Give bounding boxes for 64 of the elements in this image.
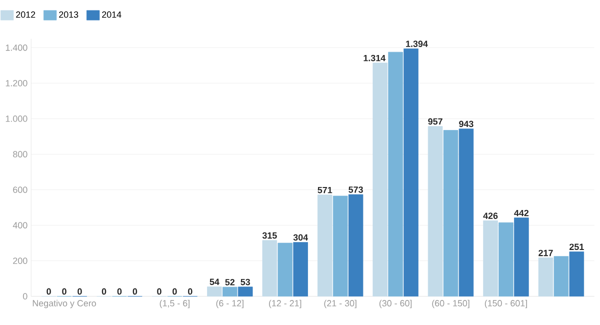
bar bbox=[262, 240, 278, 297]
x-tick-label: (150 - 601] bbox=[484, 300, 527, 308]
y-tick-label: 0 bbox=[22, 293, 28, 300]
y-tick-label: 400 bbox=[12, 222, 28, 229]
bar bbox=[388, 52, 403, 297]
y-tick-label: 600 bbox=[13, 186, 28, 194]
bar bbox=[538, 258, 554, 297]
legend-label: 2013 bbox=[59, 12, 78, 18]
x-tick-label: (6 - 12] bbox=[216, 300, 244, 308]
data-label: 1.394 bbox=[406, 40, 428, 48]
data-label: 957 bbox=[428, 118, 442, 125]
bar bbox=[278, 243, 293, 297]
data-label: 442 bbox=[514, 210, 529, 216]
data-label: 0 bbox=[157, 288, 162, 295]
data-label: 217 bbox=[538, 250, 553, 256]
bar bbox=[458, 128, 474, 297]
y-tick-label: 1.000 bbox=[6, 116, 28, 122]
data-label: 304 bbox=[293, 234, 308, 241]
x-tick-label: (21 - 30] bbox=[324, 300, 356, 308]
y-tick-label: 200 bbox=[13, 258, 28, 264]
data-label: 0 bbox=[78, 288, 82, 295]
data-label: 0 bbox=[172, 288, 177, 295]
bar bbox=[569, 252, 584, 297]
x-tick-label: (60 - 150] bbox=[432, 300, 470, 308]
bar bbox=[348, 194, 364, 297]
bar bbox=[332, 196, 348, 297]
data-label: 943 bbox=[459, 120, 474, 128]
bar bbox=[293, 242, 308, 297]
data-label: 53 bbox=[240, 279, 250, 286]
bar bbox=[372, 62, 388, 297]
bar bbox=[483, 220, 498, 297]
bar bbox=[514, 218, 529, 297]
data-label: 426 bbox=[483, 212, 498, 220]
legend-label: 2012 bbox=[16, 12, 36, 18]
data-label: 0 bbox=[102, 288, 106, 295]
data-label: 573 bbox=[348, 186, 363, 194]
data-label: 52 bbox=[225, 279, 235, 286]
data-label: 571 bbox=[318, 187, 332, 194]
bar bbox=[404, 48, 418, 297]
y-tick-label: 1.400 bbox=[6, 44, 28, 52]
bar bbox=[443, 130, 458, 297]
bar bbox=[207, 286, 222, 297]
data-label: 0 bbox=[132, 288, 138, 295]
bar bbox=[318, 194, 332, 297]
data-label: 0 bbox=[188, 288, 192, 295]
bar bbox=[238, 286, 253, 297]
bar bbox=[222, 287, 238, 297]
x-tick-label: (30 - 60] bbox=[379, 300, 412, 308]
bar bbox=[428, 126, 443, 297]
y-tick-label: 800 bbox=[13, 151, 28, 158]
y-tick-label: 1.200 bbox=[6, 80, 28, 87]
bar bbox=[554, 256, 569, 297]
data-label: 1.314 bbox=[364, 55, 386, 62]
bar bbox=[498, 222, 514, 297]
data-label: 251 bbox=[570, 244, 584, 250]
data-label: 0 bbox=[46, 288, 51, 295]
legend-label: 2014 bbox=[102, 12, 122, 18]
x-tick-label: Negativo y Cero bbox=[32, 300, 96, 308]
x-tick-label: (1,5 - 6] bbox=[160, 300, 190, 308]
data-label: 315 bbox=[262, 232, 277, 239]
data-label: 54 bbox=[210, 278, 220, 286]
x-tick-label: (12 - 21] bbox=[269, 300, 302, 308]
data-label: 0 bbox=[62, 288, 66, 295]
data-label: 0 bbox=[117, 288, 122, 295]
